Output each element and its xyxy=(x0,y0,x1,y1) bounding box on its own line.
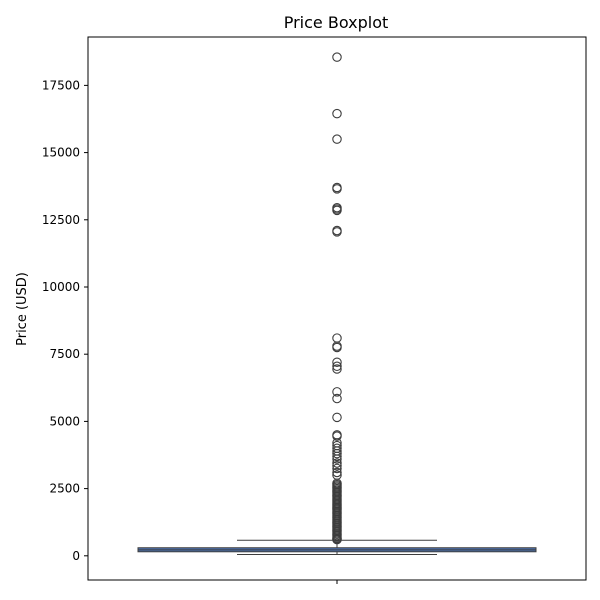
outlier-point xyxy=(332,451,342,462)
y-tick-label: 10000 xyxy=(42,280,80,294)
outlier-point xyxy=(332,448,342,459)
outlier-point xyxy=(332,361,342,372)
outlier-point xyxy=(332,357,342,368)
y-tick-label: 0 xyxy=(72,549,80,563)
outlier-point xyxy=(332,205,342,216)
outlier-point xyxy=(332,458,342,468)
outlier-point xyxy=(332,134,342,144)
y-tick-label: 17500 xyxy=(42,78,80,92)
chart-title: Price Boxplot xyxy=(284,13,389,32)
outlier-point xyxy=(332,364,342,374)
outlier-point xyxy=(332,534,342,545)
y-axis-label: Price (USD) xyxy=(15,272,30,346)
outlier-point xyxy=(332,461,342,471)
outlier-point xyxy=(332,184,342,194)
outlier-point xyxy=(332,227,342,237)
outlier-point xyxy=(332,393,342,404)
outlier-point xyxy=(332,52,342,62)
outlier-point xyxy=(332,454,342,464)
y-tick-label: 7500 xyxy=(49,347,80,361)
y-tick-label: 15000 xyxy=(42,146,80,160)
outlier-point xyxy=(332,431,342,441)
outlier-point xyxy=(332,342,342,353)
outlier-point xyxy=(332,108,342,119)
outlier-point xyxy=(332,412,342,423)
y-tick-label: 5000 xyxy=(49,414,80,428)
outlier-point xyxy=(332,467,342,478)
outlier-point xyxy=(332,463,342,474)
plot-area: 0 2500 5000 7500 10000 12500 15000 17500 xyxy=(42,36,587,584)
outlier-point xyxy=(332,387,342,397)
y-tick-label: 2500 xyxy=(49,482,80,496)
outlier-point xyxy=(332,333,342,343)
y-tick-label: 12500 xyxy=(42,213,80,227)
